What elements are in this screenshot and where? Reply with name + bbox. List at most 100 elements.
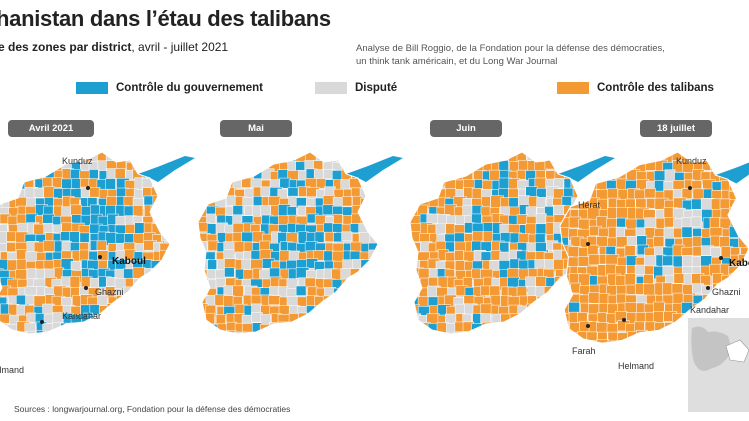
district-cell bbox=[198, 259, 210, 271]
legend-item-taliban: Contrôle des talibans bbox=[557, 82, 714, 94]
district-cell bbox=[89, 187, 101, 198]
district-cell bbox=[579, 180, 591, 193]
district-cell bbox=[535, 313, 546, 324]
district-cell bbox=[106, 322, 117, 334]
district-cell bbox=[288, 330, 300, 334]
district-cell bbox=[224, 267, 235, 278]
city-dot-kabul-m4 bbox=[719, 256, 723, 260]
district-cell bbox=[7, 188, 17, 199]
district-cell bbox=[306, 330, 318, 334]
district-cell bbox=[251, 152, 262, 165]
district-cell bbox=[560, 339, 572, 344]
district-cell bbox=[419, 170, 433, 182]
district-cell bbox=[243, 152, 255, 163]
district-cell bbox=[232, 205, 244, 217]
district-cell bbox=[368, 215, 378, 226]
district-cell bbox=[162, 294, 170, 308]
district-cell bbox=[215, 152, 227, 162]
district-cell bbox=[360, 152, 372, 164]
district-cell bbox=[0, 331, 2, 334]
district-cell bbox=[358, 331, 371, 334]
month-pill-april: Avril 2021 bbox=[8, 120, 94, 137]
district-cell bbox=[419, 178, 431, 192]
district-cell bbox=[480, 303, 493, 314]
district-cell bbox=[242, 161, 257, 173]
district-cell bbox=[498, 330, 509, 334]
district-cell bbox=[379, 305, 390, 318]
district-cell bbox=[351, 287, 363, 298]
district-cell bbox=[545, 294, 557, 307]
city-dot-herat-m4 bbox=[586, 242, 590, 246]
district-cell bbox=[333, 304, 345, 316]
city-dot-kandahar-m1 bbox=[40, 320, 44, 324]
district-cell bbox=[624, 152, 639, 166]
district-cell bbox=[42, 240, 56, 252]
district-cell bbox=[427, 188, 440, 198]
district-cell bbox=[410, 179, 421, 191]
district-cell bbox=[436, 170, 448, 183]
district-cell bbox=[378, 197, 389, 208]
district-cell bbox=[7, 178, 19, 192]
district-cell bbox=[322, 295, 336, 308]
legend-label-government: Contrôle du gouvernement bbox=[116, 82, 263, 94]
district-cell bbox=[738, 227, 749, 240]
district-cell bbox=[168, 178, 170, 189]
district-cell bbox=[569, 152, 580, 166]
district-cell bbox=[205, 312, 215, 325]
district-cell bbox=[588, 292, 600, 304]
district-cell bbox=[106, 303, 120, 316]
district-cell bbox=[331, 331, 344, 334]
district-cell bbox=[553, 204, 566, 216]
district-cell bbox=[625, 255, 638, 267]
district-cell bbox=[171, 288, 183, 298]
district-cell bbox=[0, 152, 11, 163]
district-cell bbox=[377, 323, 378, 334]
district-cell bbox=[24, 161, 34, 172]
district-cell bbox=[426, 152, 439, 165]
city-dot-farah-m4 bbox=[586, 324, 590, 328]
city-label-kunduz-m4: Kunduz bbox=[676, 156, 707, 166]
district-cell bbox=[536, 188, 547, 198]
district-cell bbox=[0, 189, 3, 201]
district-cell bbox=[543, 321, 555, 334]
city-label-kabul-m1: Kaboul bbox=[112, 256, 146, 267]
district-cell bbox=[142, 322, 156, 333]
district-cell bbox=[342, 196, 353, 207]
district-cell bbox=[226, 195, 237, 206]
district-cell bbox=[223, 295, 235, 308]
district-cell bbox=[79, 249, 89, 261]
district-cell bbox=[26, 312, 37, 323]
district-cell bbox=[332, 323, 346, 334]
district-cell bbox=[464, 332, 477, 334]
city-label-kabul-m4: Kaboul bbox=[729, 258, 749, 269]
district-cell bbox=[368, 186, 378, 200]
district-cell bbox=[89, 332, 102, 334]
district-cell bbox=[534, 332, 546, 334]
district-cell bbox=[250, 178, 263, 189]
district-cell bbox=[376, 232, 378, 245]
district-cell bbox=[617, 160, 628, 174]
district-cell bbox=[207, 152, 221, 164]
district-cell bbox=[731, 303, 742, 316]
district-cell bbox=[252, 332, 265, 334]
district-cell bbox=[34, 152, 48, 164]
district-cell bbox=[153, 152, 167, 162]
district-cell bbox=[626, 340, 639, 344]
district-cell bbox=[60, 322, 73, 334]
district-cell bbox=[261, 152, 274, 164]
district-cell bbox=[134, 314, 146, 325]
district-cell bbox=[368, 322, 378, 334]
district-cell bbox=[161, 152, 170, 161]
district-cell bbox=[198, 169, 207, 181]
district-cell bbox=[369, 206, 378, 219]
inset-afghanistan-outline bbox=[725, 339, 749, 363]
page-title: hanistan dans l’étau des talibans bbox=[0, 6, 331, 31]
district-cell bbox=[721, 152, 735, 165]
analysis-credit: Analyse de Bill Roggio, de la Fondation … bbox=[356, 42, 736, 68]
district-cell bbox=[233, 169, 245, 180]
district-cell bbox=[341, 231, 353, 242]
district-cell bbox=[214, 177, 228, 189]
district-cell bbox=[552, 152, 565, 162]
district-cell bbox=[616, 217, 627, 229]
legend-label-disputed: Disputé bbox=[355, 82, 398, 94]
